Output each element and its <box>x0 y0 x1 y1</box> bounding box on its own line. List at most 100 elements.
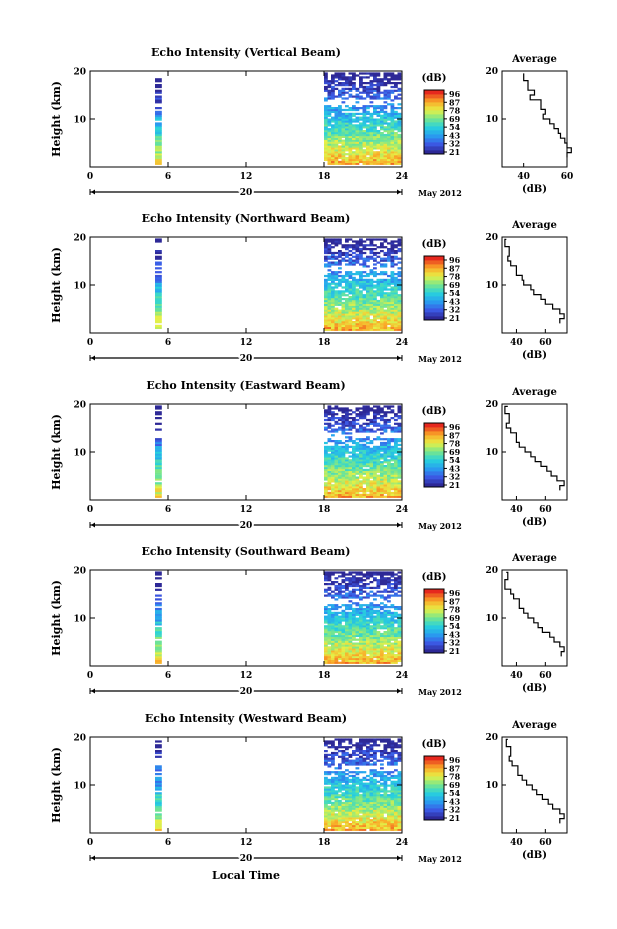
heatmap-cell <box>394 82 398 85</box>
heatmap-cell <box>394 759 398 762</box>
heatmap-cell <box>394 472 398 475</box>
heatmap-cell <box>380 659 384 663</box>
heatmap-cell <box>366 786 370 789</box>
heatmap-cell <box>376 655 381 659</box>
heatmap-cell <box>327 478 332 481</box>
heatmap-cell <box>394 313 398 316</box>
heatmap-cell <box>155 465 162 468</box>
heatmap-cell <box>376 644 381 647</box>
heatmap-cell <box>362 438 367 441</box>
heatmap-cell <box>331 145 335 148</box>
heatmap-cell <box>369 813 374 816</box>
heatmap-cell <box>390 476 395 479</box>
heatmap-cell <box>348 78 353 81</box>
heatmap-cell <box>345 422 349 425</box>
heatmap-cell <box>376 307 381 310</box>
heatmap-cell <box>366 750 370 753</box>
heatmap-cell <box>387 461 391 464</box>
heatmap-cell <box>155 91 162 94</box>
heatmap-cell <box>348 642 353 645</box>
heatmap-cell <box>380 740 384 743</box>
heatmap-cell <box>373 826 377 830</box>
heatmap-cell <box>366 139 370 142</box>
heatmap-cell <box>397 654 402 657</box>
heatmap-cell <box>394 611 398 615</box>
heatmap-cell <box>373 445 377 449</box>
heatmap-cell <box>348 317 353 320</box>
heatmap-cell <box>366 623 370 626</box>
heatmap-cell <box>362 757 367 760</box>
heatmap-cell <box>383 139 388 142</box>
heatmap-cell <box>369 101 374 104</box>
heatmap-cell <box>355 799 360 803</box>
heatmap-cell <box>394 751 398 755</box>
panel-title: Echo Intensity (Eastward Beam) <box>146 379 345 392</box>
heatmap-cell <box>397 324 402 328</box>
heatmap-cell <box>394 124 398 127</box>
heatmap-cell <box>352 650 356 653</box>
heatmap-cell <box>324 489 328 493</box>
heatmap-cell <box>387 773 391 776</box>
heatmap-cell <box>366 141 370 144</box>
heatmap-cell <box>369 484 374 487</box>
heatmap-cell <box>366 634 370 638</box>
heatmap-cell <box>352 263 356 266</box>
heatmap-cell <box>380 826 384 830</box>
heatmap-cell <box>341 738 346 741</box>
heatmap-cell <box>390 265 395 268</box>
heatmap-cell <box>397 158 402 162</box>
heatmap-cell <box>366 438 370 441</box>
heatmap-cell <box>373 621 377 624</box>
heatmap-cell <box>348 284 353 287</box>
heatmap-cell <box>362 615 367 618</box>
heatmap-cell <box>390 315 395 318</box>
heatmap-cell <box>338 147 342 150</box>
heatmap-cell <box>380 607 384 611</box>
heatmap-cell <box>397 274 402 278</box>
heatmap-cell <box>390 430 395 433</box>
heatmap-cell <box>155 573 162 576</box>
heatmap-cell <box>155 611 162 615</box>
heatmap-cell <box>352 76 356 79</box>
colorbar-segment <box>424 427 444 432</box>
heatmap-cells <box>155 571 402 664</box>
colorbar-tick-label: 87 <box>449 263 460 273</box>
heatmap-cell <box>390 257 395 260</box>
heatmap-cell <box>324 74 328 77</box>
heatmap-cell <box>359 112 363 116</box>
heatmap-cell <box>155 110 162 114</box>
heatmap-cell <box>373 108 377 112</box>
heatmap-cell <box>390 629 395 632</box>
heatmap-cell <box>373 755 377 758</box>
heatmap-cell <box>397 821 402 824</box>
heatmap-cell <box>338 750 342 753</box>
heatmap-cell <box>373 619 377 622</box>
heatmap-cell <box>387 817 391 820</box>
heatmap-cell <box>362 282 367 285</box>
heatmap-cell <box>338 124 342 127</box>
heatmap-cell <box>390 248 395 251</box>
heatmap-cell <box>359 654 363 657</box>
heatmap-cell <box>369 780 374 783</box>
heatmap-cell <box>394 97 398 100</box>
heatmap-cell <box>155 441 162 445</box>
heatmap-cell <box>324 313 328 316</box>
heatmap-cell <box>373 594 377 597</box>
heatmap-cell <box>362 788 367 791</box>
heatmap-cell <box>376 153 381 156</box>
heatmap-cell <box>376 813 381 816</box>
heatmap-cell <box>327 821 332 824</box>
heatmap-cell <box>394 636 398 639</box>
heatmap-cell <box>394 128 398 131</box>
heatmap-cell <box>394 430 398 433</box>
heatmap-cell <box>390 274 395 278</box>
heatmap-cell <box>390 590 395 593</box>
heatmap-cell <box>362 122 367 125</box>
heatmap-cell <box>394 774 398 778</box>
heatmap-cell <box>380 84 384 87</box>
heatmap-cell <box>359 321 363 324</box>
heatmap-cell <box>345 305 349 308</box>
heatmap-cell <box>324 153 328 156</box>
heatmap-cell <box>155 495 162 498</box>
heatmap-cell <box>359 326 363 330</box>
